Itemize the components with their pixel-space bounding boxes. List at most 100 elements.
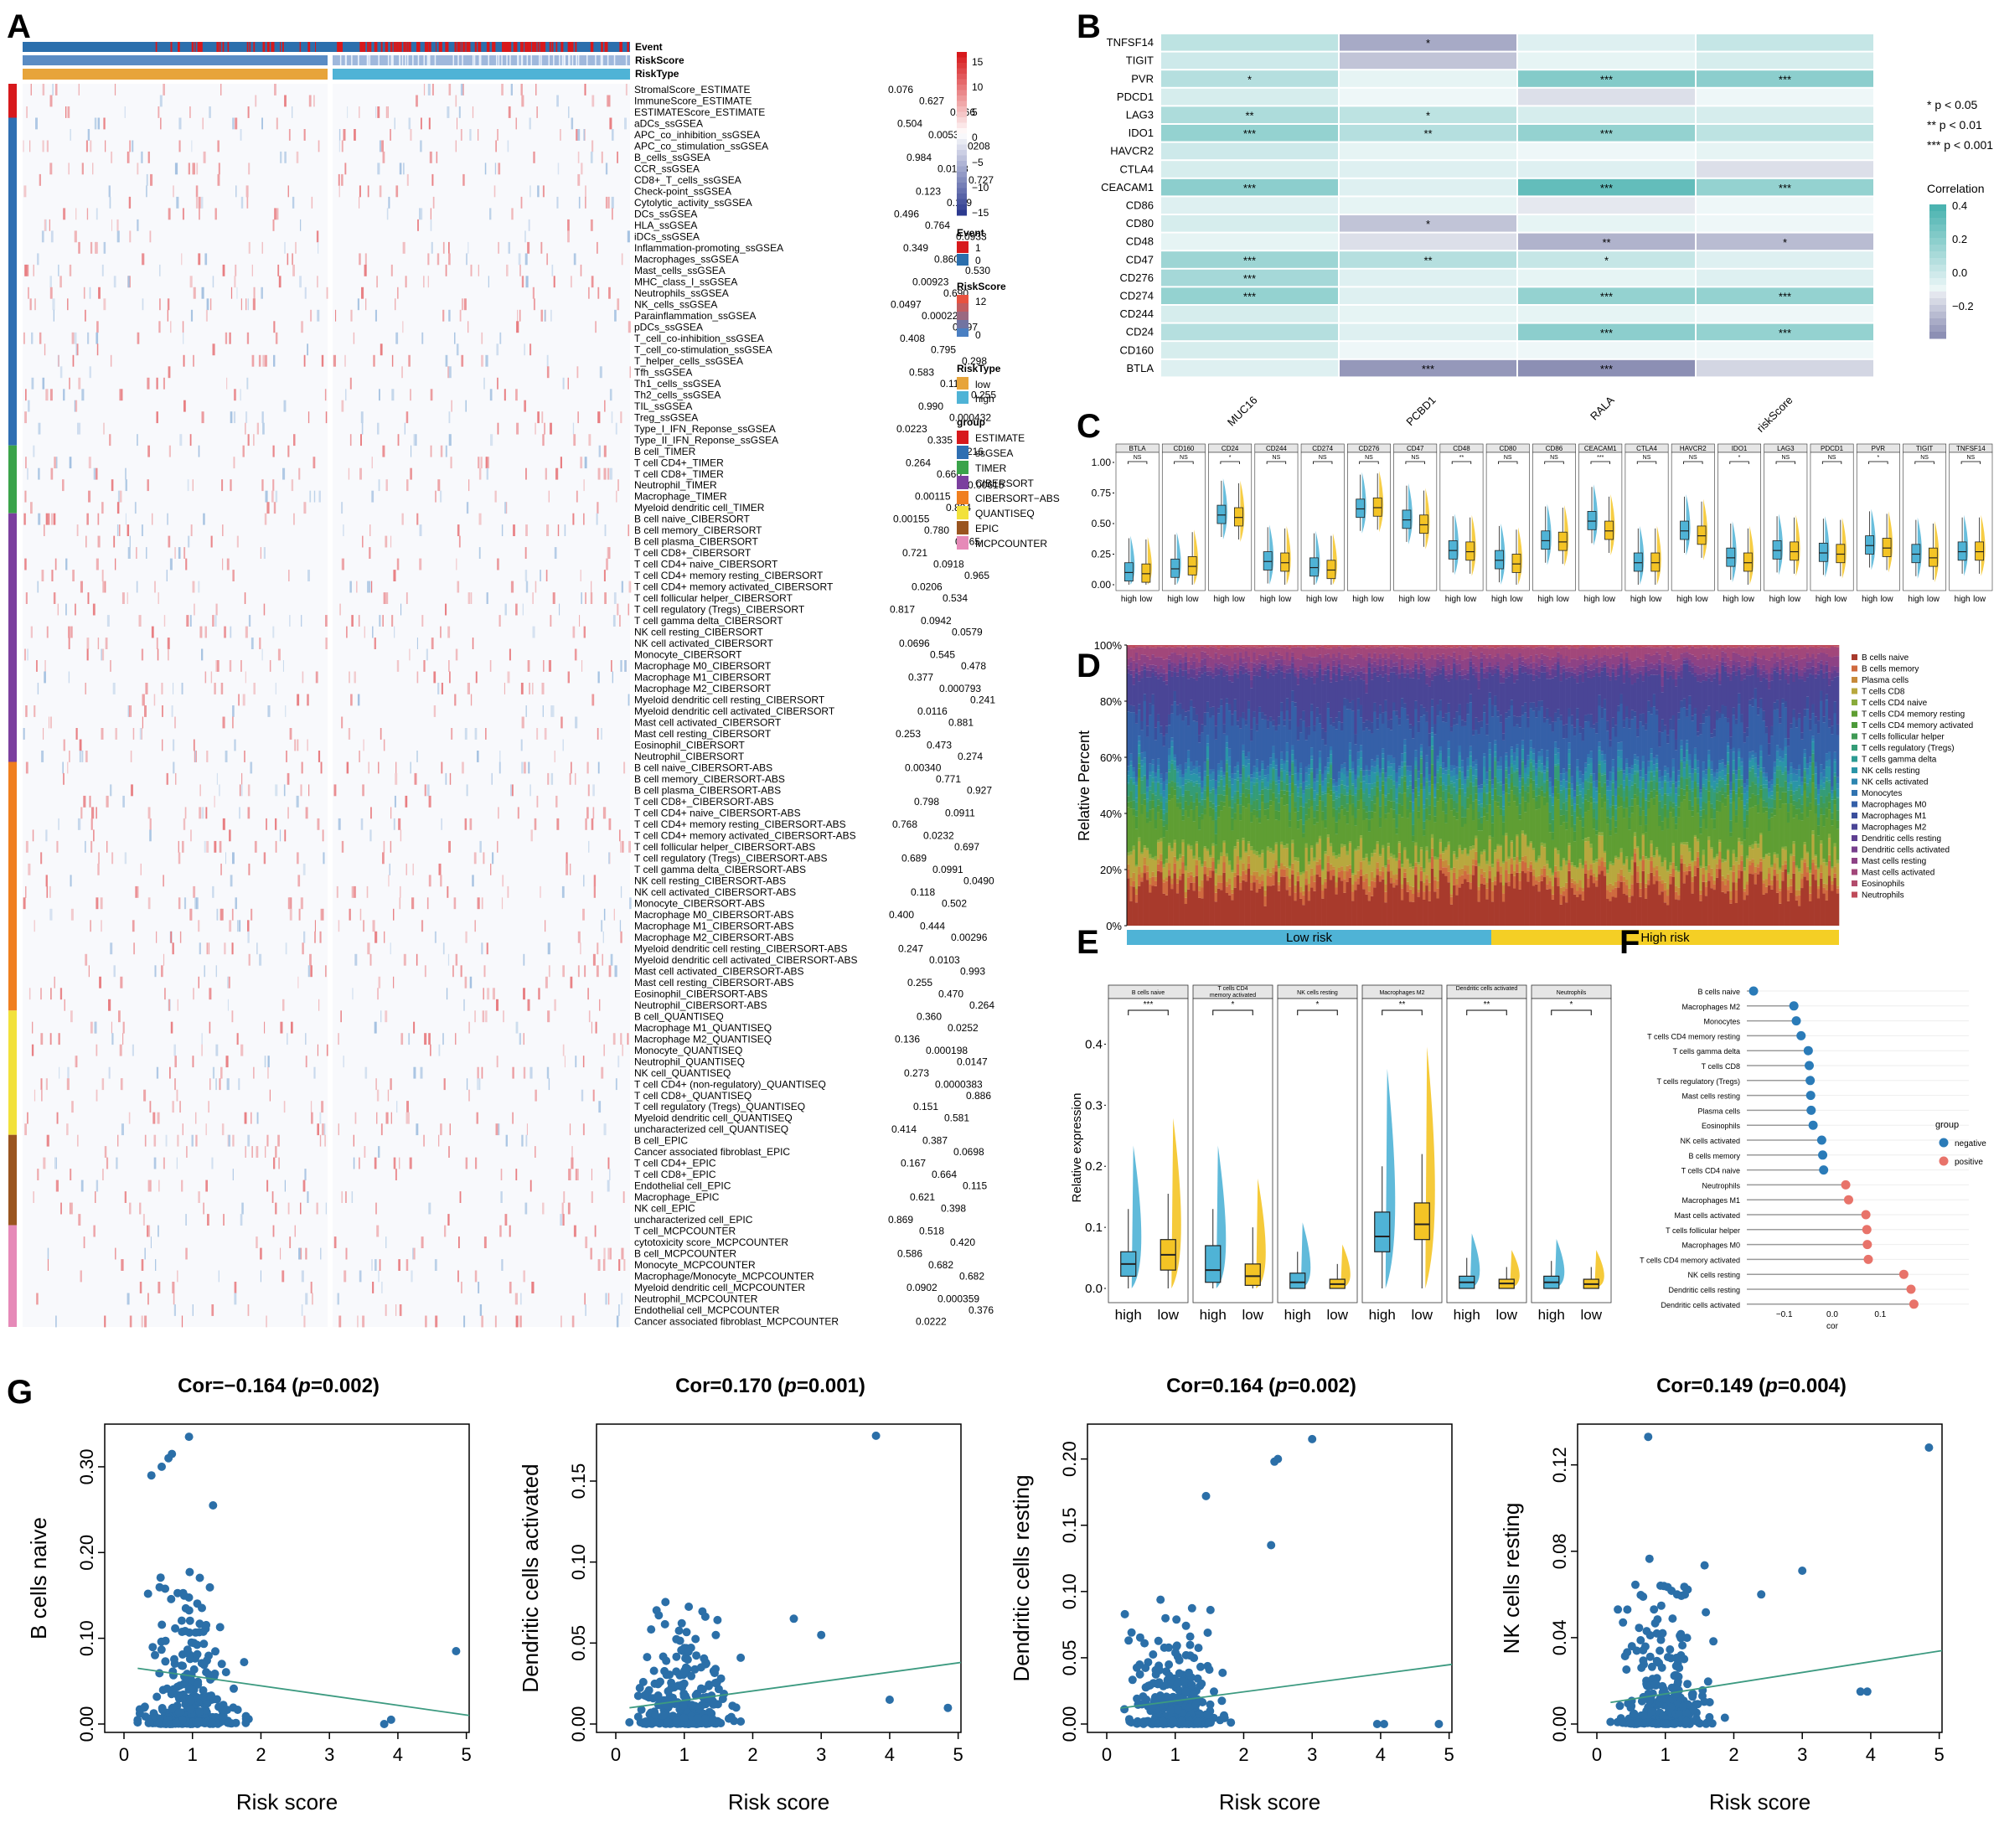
riskscore-track [23, 55, 328, 65]
bar-segment [1175, 878, 1180, 884]
bar-segment [1173, 795, 1177, 840]
bar-segment [1318, 668, 1322, 715]
row-pvalue: 0.860 [934, 253, 959, 265]
heatmap-cell [449, 1123, 451, 1136]
riskscore-mark [339, 55, 342, 65]
heatmap-cell [485, 354, 488, 367]
heatmap-cell [36, 660, 38, 672]
heatmap-cell [387, 106, 389, 118]
heatmap-cell [144, 705, 147, 717]
heatmap-cell [364, 626, 365, 638]
heatmap-cell [343, 1056, 344, 1068]
bar-segment [1299, 783, 1303, 787]
bar-segment [1304, 820, 1309, 844]
facet-frame [1115, 452, 1160, 591]
heatmap-cell [38, 467, 40, 480]
row-label: cytotoxicity score_MCPCOUNTER [634, 1236, 788, 1248]
bar-segment [1285, 791, 1289, 805]
bar-segment [1315, 781, 1320, 793]
heatmap-cell [344, 354, 346, 367]
bar-segment [1263, 787, 1268, 789]
heatmap-cell [228, 1134, 230, 1147]
bar-segment [1326, 787, 1330, 794]
color-scale-step [1929, 325, 1946, 333]
bar-segment [1285, 645, 1289, 647]
bar-segment [1304, 646, 1309, 648]
heatmap-cell [428, 1202, 431, 1215]
heatmap-cell [379, 185, 382, 198]
correlation-cell [1697, 52, 1873, 70]
bar-segment [1384, 777, 1387, 782]
bar-segment [1129, 753, 1133, 761]
bar-segment [1318, 648, 1322, 655]
bar-segment [1156, 805, 1160, 813]
bar-segment [1329, 754, 1333, 763]
bar-segment [1356, 776, 1361, 778]
bar-segment [1261, 647, 1264, 648]
bar-segment [1138, 841, 1141, 867]
bar-segment [1299, 768, 1303, 774]
bar-segment [1329, 843, 1333, 847]
bar-segment [1145, 656, 1149, 668]
bar-segment [1149, 786, 1152, 791]
heatmap-cell [97, 535, 101, 548]
correlation-cell [1340, 359, 1516, 377]
heatmap-cell [174, 163, 178, 175]
heatmap-cell [568, 106, 570, 118]
bar-segment [1236, 765, 1240, 772]
bar-segment [1359, 838, 1363, 862]
bar-segment [1302, 873, 1305, 891]
bar-segment [1288, 660, 1292, 666]
bar-segment [1283, 781, 1286, 783]
row-label: HLA_ssGSEA [634, 219, 697, 231]
bar-segment [1280, 759, 1284, 765]
bar-segment [1376, 781, 1380, 787]
bar-segment [1354, 646, 1357, 648]
bar-segment [1258, 706, 1262, 713]
legend-swatch [957, 254, 969, 266]
heatmap-cell [56, 840, 59, 853]
bar-segment [1201, 651, 1204, 660]
heatmap-cell [226, 1078, 230, 1091]
bar-segment [1373, 661, 1377, 668]
correlation-cell [1518, 178, 1695, 196]
bar-segment [1175, 798, 1180, 803]
heatmap-cell [101, 502, 104, 514]
bar-segment [1145, 779, 1149, 787]
bar-segment [1165, 680, 1169, 685]
bar-segment [1138, 874, 1141, 886]
bar-segment [1376, 647, 1380, 659]
heatmap-cell [227, 999, 229, 1011]
bar-segment [1302, 710, 1305, 721]
heatmap-cell [51, 513, 53, 525]
row-label: CTLA4 [1120, 163, 1154, 175]
heatmap-cell [596, 513, 598, 525]
heatmap-cell [232, 1134, 235, 1147]
bar-segment [1337, 797, 1341, 808]
heatmap-cell [90, 1021, 93, 1034]
bar-segment [1351, 645, 1355, 646]
bar-segment [1255, 648, 1259, 660]
heatmap-cell [112, 683, 116, 694]
heatmap-cell [385, 1236, 387, 1248]
heatmap-cell [269, 1089, 271, 1102]
riskscore-mark [521, 55, 524, 65]
bar-segment [1335, 882, 1339, 888]
bar-segment [1143, 873, 1147, 926]
heatmap-cell [49, 95, 53, 107]
bar-segment [1168, 772, 1171, 783]
heatmap-cell [40, 852, 42, 865]
event-mark [505, 42, 509, 52]
bar-segment [1127, 878, 1130, 926]
legend-label: MCPCOUNTER [975, 538, 1047, 550]
heatmap-cell [205, 1180, 208, 1192]
bar-segment [1294, 667, 1297, 674]
row-pvalue: 0.984 [907, 152, 932, 163]
significance-bracket [1636, 461, 1657, 464]
bar-segment [1140, 654, 1144, 666]
heatmap-cell [504, 683, 505, 694]
heatmap-cell [92, 603, 96, 616]
bar-segment [1129, 761, 1133, 766]
bar-segment [1365, 660, 1368, 674]
heatmap-cell [507, 885, 509, 898]
